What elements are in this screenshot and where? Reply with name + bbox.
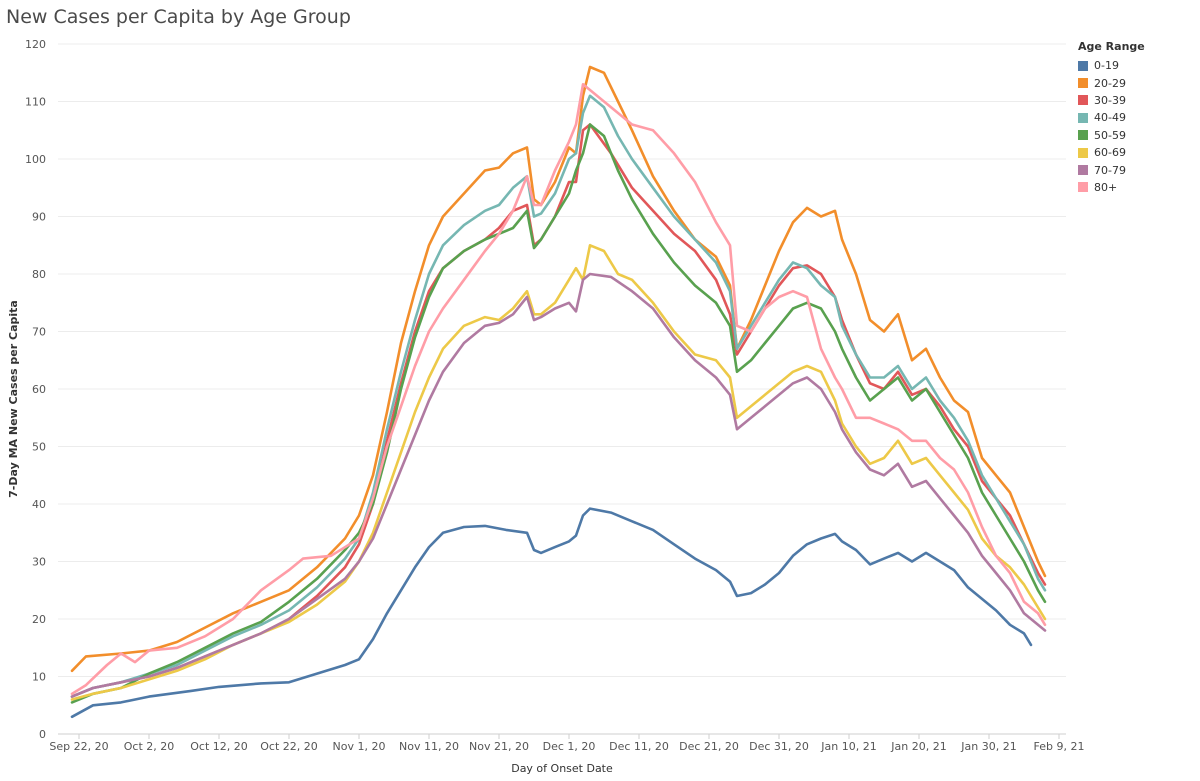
series-line-60-69 xyxy=(70,244,1047,701)
legend-label: 0-19 xyxy=(1094,59,1119,73)
legend-label: 40-49 xyxy=(1094,111,1126,125)
legend-label: 50-59 xyxy=(1094,128,1126,142)
x-tick-label: Jan 30, 21 xyxy=(960,740,1016,753)
legend-item: 70-79 xyxy=(1078,161,1145,178)
legend-items: 0-19 20-29 30-39 40-49 50-59 60-69 70-79 80+ xyxy=(1078,57,1145,196)
x-tick-label: Sep 22, 20 xyxy=(49,740,108,753)
y-tick-label: 60 xyxy=(32,383,46,396)
series-line-80+ xyxy=(70,83,1047,696)
y-tick-label: 90 xyxy=(32,211,46,224)
series-lines xyxy=(70,65,1047,719)
x-tick-label: Oct 2, 20 xyxy=(124,740,175,753)
legend-swatch xyxy=(1078,60,1088,71)
legend-item: 40-49 xyxy=(1078,109,1145,126)
legend-item: 30-39 xyxy=(1078,92,1145,109)
series-line-70-79 xyxy=(70,272,1047,698)
gridlines xyxy=(58,43,1066,735)
x-tick-label: Oct 22, 20 xyxy=(260,740,318,753)
legend-swatch xyxy=(1078,147,1088,158)
legend-item: 0-19 xyxy=(1078,57,1145,74)
legend: Age Range 0-19 20-29 30-39 40-49 50-59 60-69 7… xyxy=(1078,40,1145,196)
y-tick-label: 30 xyxy=(32,556,46,569)
x-tick-label: Dec 11, 20 xyxy=(609,740,669,753)
y-axis: 0 10 20 30 40 50 60 70 80 90 100 110 120 xyxy=(25,38,46,741)
legend-label: 80+ xyxy=(1094,180,1118,194)
x-tick-label: Feb 9, 21 xyxy=(1034,740,1085,753)
chart-title: New Cases per Capita by Age Group xyxy=(6,6,351,28)
y-tick-label: 70 xyxy=(32,326,46,339)
legend-swatch xyxy=(1078,130,1088,141)
legend-swatch xyxy=(1078,112,1088,123)
x-tick-label: Nov 21, 20 xyxy=(469,740,529,753)
x-tick-label: Jan 10, 21 xyxy=(820,740,876,753)
y-tick-label: 110 xyxy=(25,96,46,109)
legend-swatch xyxy=(1078,165,1088,176)
legend-swatch xyxy=(1078,182,1088,193)
y-tick-label: 0 xyxy=(39,728,46,741)
y-axis-label: 7-Day MA New Cases per Capita xyxy=(7,300,20,498)
series-line-20-29 xyxy=(70,65,1047,673)
legend-label: 20-29 xyxy=(1094,76,1126,90)
x-tick-label: Nov 1, 20 xyxy=(333,740,386,753)
x-tick-label: Dec 1, 20 xyxy=(543,740,596,753)
legend-swatch xyxy=(1078,78,1088,89)
legend-label: 70-79 xyxy=(1094,163,1126,177)
x-tick-label: Dec 31, 20 xyxy=(749,740,809,753)
legend-item: 20-29 xyxy=(1078,74,1145,91)
x-tick-label: Jan 20, 21 xyxy=(890,740,946,753)
y-tick-label: 80 xyxy=(32,268,46,281)
legend-item: 60-69 xyxy=(1078,144,1145,161)
legend-title: Age Range xyxy=(1078,40,1145,53)
legend-swatch xyxy=(1078,95,1088,106)
y-tick-label: 20 xyxy=(32,613,46,626)
legend-label: 30-39 xyxy=(1094,93,1126,107)
series-line-0-19 xyxy=(70,507,1033,719)
x-tick-label: Oct 12, 20 xyxy=(190,740,248,753)
series-line-50-59 xyxy=(70,123,1047,704)
x-axis: Sep 22, 20 Oct 2, 20 Oct 12, 20 Oct 22, 20 N… xyxy=(49,734,1084,753)
legend-item: 50-59 xyxy=(1078,127,1145,144)
legend-item: 80+ xyxy=(1078,179,1145,196)
x-axis-label: Day of Onset Date xyxy=(511,762,613,775)
y-tick-label: 40 xyxy=(32,498,46,511)
y-tick-label: 10 xyxy=(32,671,46,684)
y-tick-label: 100 xyxy=(25,153,46,166)
legend-label: 60-69 xyxy=(1094,146,1126,160)
series-line-40-49 xyxy=(70,94,1047,698)
x-tick-label: Dec 21, 20 xyxy=(679,740,739,753)
y-tick-label: 50 xyxy=(32,441,46,454)
x-tick-label: Nov 11, 20 xyxy=(399,740,459,753)
y-tick-label: 120 xyxy=(25,38,46,51)
